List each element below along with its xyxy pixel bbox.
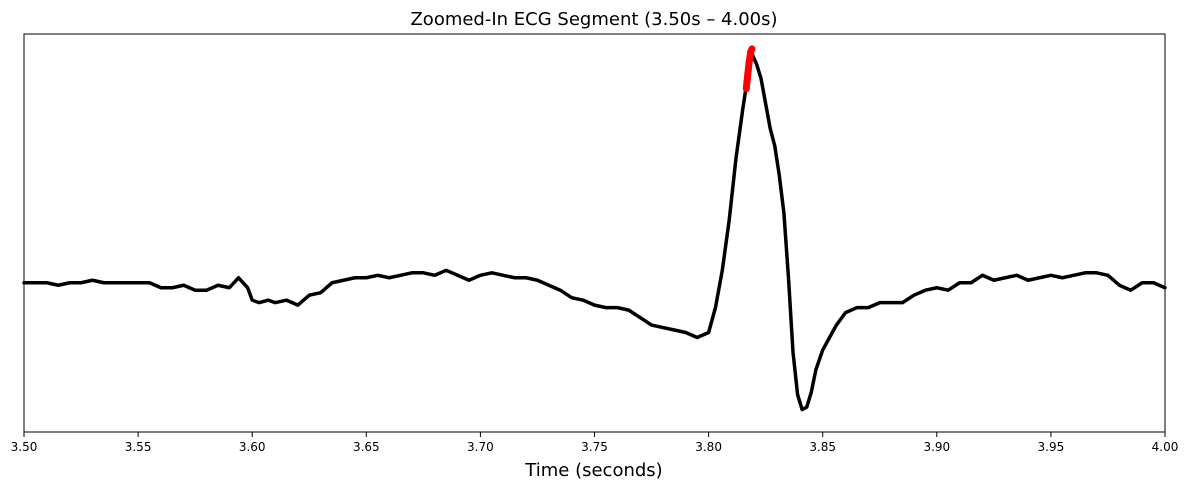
x-tick-label: 3.80: [695, 440, 722, 454]
x-tick-label: 3.95: [1038, 440, 1065, 454]
ecg-signal-line: [22, 52, 1167, 412]
x-axis-ticks: 3.50 3.55 3.60 3.65 3.70 3.75 3.80 3.85 3.90 3.95…: [11, 432, 1179, 454]
plot-frame: [23, 33, 1166, 433]
x-tick-label: 4.00: [1152, 440, 1179, 454]
r-peak-highlight-line: [742, 45, 756, 93]
x-axis-label: Time (seconds): [524, 460, 662, 481]
x-tick-label: 3.85: [809, 440, 836, 454]
x-tick-label: 3.75: [581, 440, 608, 454]
x-tick-label: 3.65: [353, 440, 380, 454]
plot-area: [22, 45, 1167, 412]
x-tick-label: 3.90: [923, 440, 950, 454]
x-tick-label: 3.70: [467, 440, 494, 454]
x-tick-label: 3.55: [125, 440, 152, 454]
x-tick-label: 3.50: [11, 440, 38, 454]
chart-title: Zoomed-In ECG Segment (3.50s – 4.00s): [410, 9, 777, 30]
x-tick-label: 3.60: [239, 440, 266, 454]
